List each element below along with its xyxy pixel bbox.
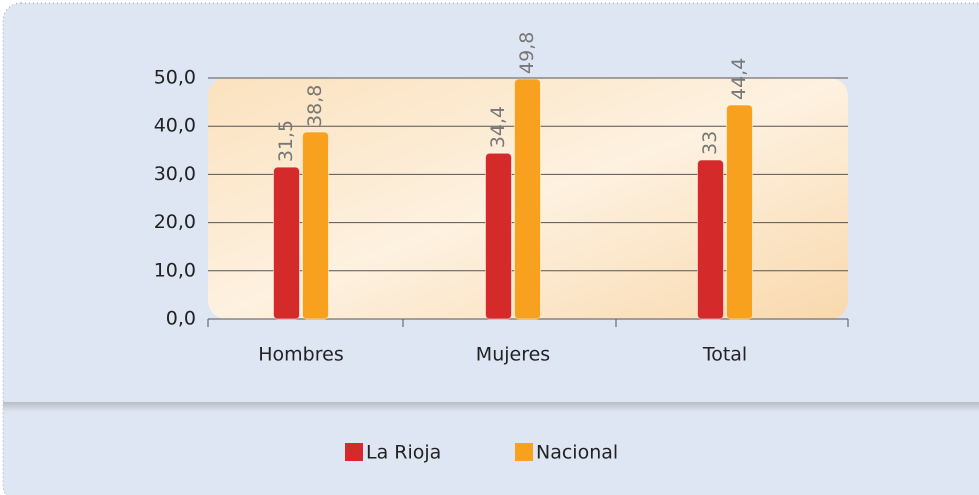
y-tick-label: 40,0 [154,115,196,137]
value-label: 33 [699,131,721,155]
separator [3,402,979,412]
legend-swatch [345,443,363,461]
y-tick-label: 20,0 [154,211,196,233]
legend-swatch [515,443,533,461]
bar [302,131,329,320]
y-tick-label: 0,0 [166,308,196,330]
legend-label: Nacional [536,442,618,464]
bar [485,152,512,320]
legend-label: La Rioja [366,442,441,464]
bar [697,159,724,320]
bar [514,78,541,320]
x-tick-label: Hombres [258,344,343,366]
bar [726,104,753,320]
value-label: 34,4 [487,106,509,148]
value-label: 38,8 [304,85,326,127]
x-tick-label: Mujeres [476,344,550,366]
x-tick-label: Total [702,344,747,366]
y-tick-label: 50,0 [154,67,196,89]
value-label: 49,8 [516,32,538,74]
y-tick-label: 30,0 [154,163,196,185]
value-label: 44,4 [728,58,750,100]
bar [273,166,300,320]
value-label: 31,5 [275,120,297,162]
y-tick-label: 10,0 [154,259,196,281]
